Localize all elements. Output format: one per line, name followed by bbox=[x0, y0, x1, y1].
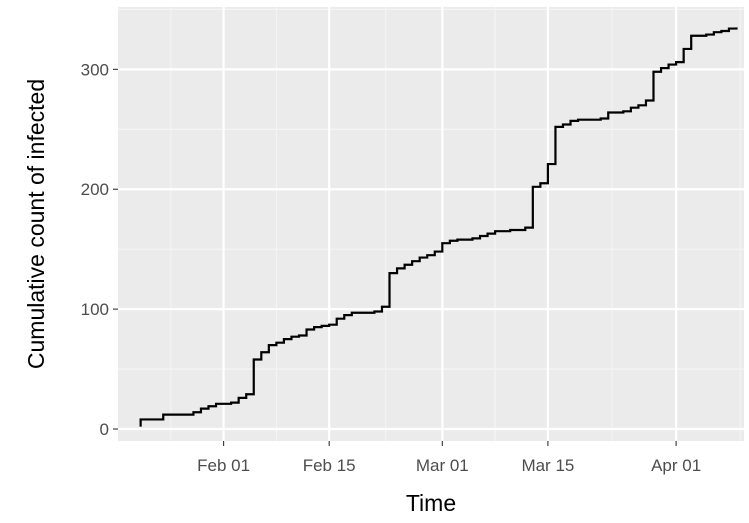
series-layer bbox=[139, 27, 738, 427]
tick-labels: 0 100 200 300 Feb 01 Feb 15 Mar 01 Mar 15 Apr 01 bbox=[81, 60, 702, 475]
y-tick-label: 100 bbox=[81, 300, 109, 319]
minor-gridlines bbox=[118, 7, 744, 441]
y-tick-label: 0 bbox=[100, 420, 109, 439]
axis-ticks bbox=[113, 68, 677, 446]
panel-background bbox=[118, 7, 744, 441]
x-tick-label: Feb 01 bbox=[197, 456, 250, 475]
x-tick-label: Mar 01 bbox=[416, 456, 469, 475]
x-tick-label: Mar 15 bbox=[521, 456, 574, 475]
x-tick-label: Feb 15 bbox=[303, 456, 356, 475]
y-axis-title: Cumulative count of infected bbox=[23, 79, 49, 369]
x-tick-label: Apr 01 bbox=[651, 456, 701, 475]
y-tick-label: 300 bbox=[81, 60, 109, 79]
major-gridlines bbox=[118, 7, 744, 441]
x-axis-title: Time bbox=[406, 490, 456, 516]
y-tick-label: 200 bbox=[81, 180, 109, 199]
series-line-0 bbox=[139, 27, 738, 427]
